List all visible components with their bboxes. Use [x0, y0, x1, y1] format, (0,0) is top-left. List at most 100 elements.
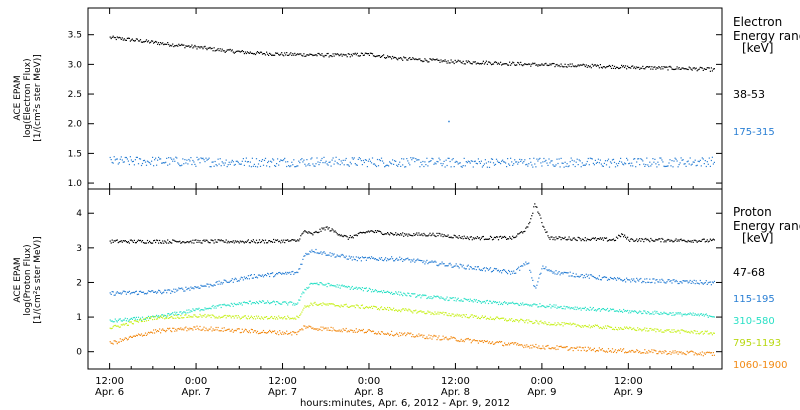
data-point [224, 304, 226, 306]
data-point [288, 316, 290, 319]
data-point [331, 55, 333, 58]
data-point [288, 333, 290, 335]
data-point [322, 162, 324, 164]
data-point [699, 66, 701, 68]
data-point [253, 241, 255, 243]
data-point [563, 166, 565, 168]
data-point [162, 240, 164, 242]
data-point [514, 320, 516, 322]
data-point [250, 274, 252, 276]
data-point [528, 223, 530, 225]
data-point [700, 240, 702, 242]
data-point [153, 315, 155, 317]
data-point [594, 64, 596, 66]
data-point [552, 164, 554, 166]
data-point [587, 346, 589, 348]
data-point [240, 317, 242, 319]
data-point [408, 308, 410, 310]
data-point [688, 313, 690, 315]
data-point [686, 241, 688, 243]
data-point [277, 331, 279, 333]
data-point [194, 163, 196, 165]
data-point [672, 331, 674, 333]
data-point [215, 326, 217, 329]
data-point [653, 349, 655, 351]
data-point [541, 347, 543, 349]
data-point [221, 327, 223, 329]
data-point [324, 303, 326, 305]
data-point [296, 333, 298, 336]
data-point [311, 282, 313, 285]
data-point [706, 161, 708, 163]
data-point [560, 157, 562, 159]
data-point [299, 314, 301, 316]
data-point [317, 329, 319, 331]
data-point [402, 308, 404, 310]
data-point [141, 316, 144, 318]
data-point [167, 313, 169, 315]
data-point [329, 252, 331, 254]
data-point [680, 329, 682, 331]
data-point [653, 66, 655, 68]
data-point [340, 329, 342, 331]
data-point [398, 57, 400, 59]
data-point [427, 61, 429, 63]
data-point [629, 350, 631, 352]
data-point [642, 238, 644, 241]
data-point [475, 269, 477, 271]
data-point [115, 341, 117, 343]
data-point [512, 235, 514, 237]
data-point [483, 340, 485, 342]
data-point [246, 278, 248, 280]
data-point [649, 313, 651, 315]
data-point [475, 340, 477, 342]
data-point [570, 157, 572, 159]
data-point [163, 44, 165, 46]
data-point [193, 309, 195, 311]
data-point [434, 162, 436, 164]
data-point [563, 66, 565, 68]
data-point [595, 310, 597, 312]
data-point [461, 236, 463, 238]
data-point [394, 260, 396, 262]
data-point [122, 290, 124, 292]
data-point [455, 315, 457, 317]
data-point [112, 162, 114, 164]
data-point [481, 236, 483, 238]
data-point [540, 64, 542, 66]
data-point [508, 64, 510, 66]
data-point [250, 328, 252, 330]
data-point [596, 309, 598, 311]
data-point [245, 52, 247, 55]
data-point [390, 293, 392, 295]
data-point [710, 332, 712, 334]
data-point [121, 324, 123, 326]
data-point [566, 239, 568, 241]
data-point [514, 64, 516, 66]
data-point [618, 162, 620, 164]
data-point [280, 242, 282, 244]
data-point [704, 353, 706, 355]
data-point [147, 40, 150, 42]
data-point [478, 161, 480, 163]
data-point [657, 353, 659, 355]
data-point [695, 240, 697, 242]
data-point [141, 291, 144, 293]
data-point [251, 277, 253, 279]
data-point [337, 330, 339, 332]
data-point [664, 329, 666, 332]
data-point [352, 237, 354, 239]
data-point [637, 158, 639, 160]
data-point [325, 54, 327, 57]
data-point [205, 157, 207, 159]
data-point [533, 322, 535, 324]
data-point [652, 158, 654, 160]
data-point [650, 237, 652, 240]
data-point [603, 327, 605, 329]
data-point [328, 254, 330, 256]
data-point [300, 235, 302, 237]
data-point [271, 54, 273, 56]
data-point [424, 58, 426, 60]
data-point [312, 163, 314, 165]
data-point [459, 300, 461, 302]
